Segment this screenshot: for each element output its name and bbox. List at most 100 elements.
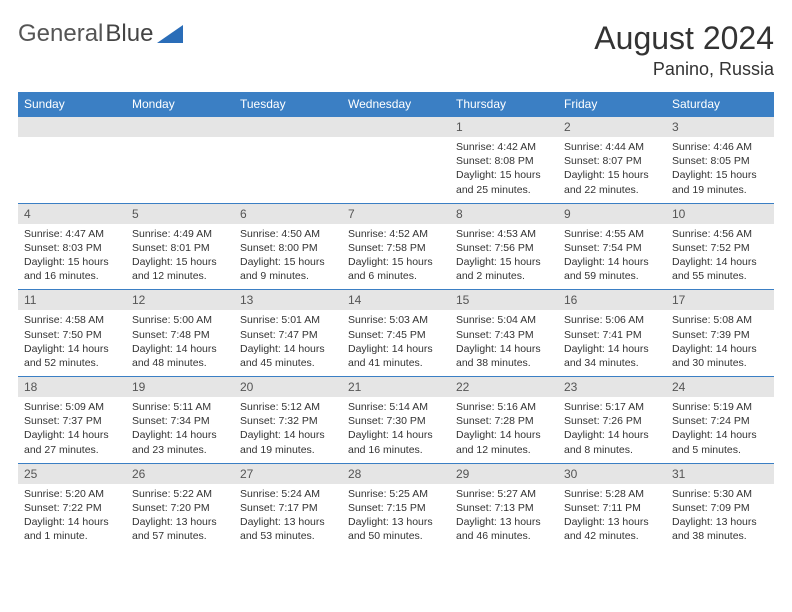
day-details: Sunrise: 4:49 AMSunset: 8:01 PMDaylight:… xyxy=(126,224,234,290)
weekday-header-row: SundayMondayTuesdayWednesdayThursdayFrid… xyxy=(18,92,774,116)
day-cell: 8Sunrise: 4:53 AMSunset: 7:56 PMDaylight… xyxy=(450,204,558,290)
day-number: 17 xyxy=(666,290,774,310)
day-number: 3 xyxy=(666,117,774,137)
sunset-text: Sunset: 8:00 PM xyxy=(240,241,336,255)
day-number: 23 xyxy=(558,377,666,397)
week-row: 18Sunrise: 5:09 AMSunset: 7:37 PMDayligh… xyxy=(18,376,774,463)
sunset-text: Sunset: 7:17 PM xyxy=(240,501,336,515)
sunset-text: Sunset: 8:01 PM xyxy=(132,241,228,255)
day-number xyxy=(234,117,342,137)
daylight-text: Daylight: 14 hours and 23 minutes. xyxy=(132,428,228,456)
day-cell: 18Sunrise: 5:09 AMSunset: 7:37 PMDayligh… xyxy=(18,377,126,463)
day-details: Sunrise: 5:01 AMSunset: 7:47 PMDaylight:… xyxy=(234,310,342,376)
day-number: 30 xyxy=(558,464,666,484)
sunset-text: Sunset: 7:52 PM xyxy=(672,241,768,255)
day-number: 29 xyxy=(450,464,558,484)
day-details: Sunrise: 4:46 AMSunset: 8:05 PMDaylight:… xyxy=(666,137,774,203)
sunset-text: Sunset: 7:09 PM xyxy=(672,501,768,515)
day-cell: 21Sunrise: 5:14 AMSunset: 7:30 PMDayligh… xyxy=(342,377,450,463)
daylight-text: Daylight: 14 hours and 48 minutes. xyxy=(132,342,228,370)
day-details: Sunrise: 5:04 AMSunset: 7:43 PMDaylight:… xyxy=(450,310,558,376)
sunrise-text: Sunrise: 5:00 AM xyxy=(132,313,228,327)
sunrise-text: Sunrise: 5:06 AM xyxy=(564,313,660,327)
sunset-text: Sunset: 7:37 PM xyxy=(24,414,120,428)
day-cell: 17Sunrise: 5:08 AMSunset: 7:39 PMDayligh… xyxy=(666,290,774,376)
day-cell: 13Sunrise: 5:01 AMSunset: 7:47 PMDayligh… xyxy=(234,290,342,376)
sunrise-text: Sunrise: 5:22 AM xyxy=(132,487,228,501)
daylight-text: Daylight: 14 hours and 41 minutes. xyxy=(348,342,444,370)
day-details: Sunrise: 4:55 AMSunset: 7:54 PMDaylight:… xyxy=(558,224,666,290)
daylight-text: Daylight: 13 hours and 46 minutes. xyxy=(456,515,552,543)
weekday-header: Wednesday xyxy=(342,92,450,116)
sunrise-text: Sunrise: 4:55 AM xyxy=(564,227,660,241)
day-cell: 30Sunrise: 5:28 AMSunset: 7:11 PMDayligh… xyxy=(558,464,666,550)
day-details: Sunrise: 4:52 AMSunset: 7:58 PMDaylight:… xyxy=(342,224,450,290)
page: GeneralBlue August 2024 Panino, Russia S… xyxy=(0,0,792,569)
sunrise-text: Sunrise: 4:42 AM xyxy=(456,140,552,154)
sunrise-text: Sunrise: 4:50 AM xyxy=(240,227,336,241)
day-number: 15 xyxy=(450,290,558,310)
day-cell: 22Sunrise: 5:16 AMSunset: 7:28 PMDayligh… xyxy=(450,377,558,463)
sunrise-text: Sunrise: 5:11 AM xyxy=(132,400,228,414)
day-details: Sunrise: 4:42 AMSunset: 8:08 PMDaylight:… xyxy=(450,137,558,203)
day-cell: 11Sunrise: 4:58 AMSunset: 7:50 PMDayligh… xyxy=(18,290,126,376)
sunrise-text: Sunrise: 5:03 AM xyxy=(348,313,444,327)
daylight-text: Daylight: 15 hours and 22 minutes. xyxy=(564,168,660,196)
sunset-text: Sunset: 7:47 PM xyxy=(240,328,336,342)
week-row: 4Sunrise: 4:47 AMSunset: 8:03 PMDaylight… xyxy=(18,203,774,290)
day-number: 4 xyxy=(18,204,126,224)
sunset-text: Sunset: 7:48 PM xyxy=(132,328,228,342)
daylight-text: Daylight: 13 hours and 57 minutes. xyxy=(132,515,228,543)
sunset-text: Sunset: 7:13 PM xyxy=(456,501,552,515)
day-number: 16 xyxy=(558,290,666,310)
sunrise-text: Sunrise: 4:52 AM xyxy=(348,227,444,241)
day-details: Sunrise: 5:12 AMSunset: 7:32 PMDaylight:… xyxy=(234,397,342,463)
sunset-text: Sunset: 7:56 PM xyxy=(456,241,552,255)
day-details: Sunrise: 4:44 AMSunset: 8:07 PMDaylight:… xyxy=(558,137,666,203)
daylight-text: Daylight: 13 hours and 42 minutes. xyxy=(564,515,660,543)
day-number: 20 xyxy=(234,377,342,397)
brand-name-1: General xyxy=(18,20,103,48)
daylight-text: Daylight: 14 hours and 34 minutes. xyxy=(564,342,660,370)
day-cell xyxy=(126,117,234,203)
day-details: Sunrise: 5:20 AMSunset: 7:22 PMDaylight:… xyxy=(18,484,126,550)
day-details: Sunrise: 5:06 AMSunset: 7:41 PMDaylight:… xyxy=(558,310,666,376)
sunset-text: Sunset: 7:15 PM xyxy=(348,501,444,515)
day-number: 14 xyxy=(342,290,450,310)
day-details: Sunrise: 4:58 AMSunset: 7:50 PMDaylight:… xyxy=(18,310,126,376)
day-number: 6 xyxy=(234,204,342,224)
day-number: 8 xyxy=(450,204,558,224)
day-cell: 25Sunrise: 5:20 AMSunset: 7:22 PMDayligh… xyxy=(18,464,126,550)
sunset-text: Sunset: 7:28 PM xyxy=(456,414,552,428)
day-cell: 26Sunrise: 5:22 AMSunset: 7:20 PMDayligh… xyxy=(126,464,234,550)
week-row: 25Sunrise: 5:20 AMSunset: 7:22 PMDayligh… xyxy=(18,463,774,550)
day-details: Sunrise: 5:14 AMSunset: 7:30 PMDaylight:… xyxy=(342,397,450,463)
day-cell: 15Sunrise: 5:04 AMSunset: 7:43 PMDayligh… xyxy=(450,290,558,376)
weekday-header: Tuesday xyxy=(234,92,342,116)
day-number xyxy=(342,117,450,137)
daylight-text: Daylight: 14 hours and 12 minutes. xyxy=(456,428,552,456)
day-details: Sunrise: 5:30 AMSunset: 7:09 PMDaylight:… xyxy=(666,484,774,550)
day-number: 9 xyxy=(558,204,666,224)
location: Panino, Russia xyxy=(594,59,774,80)
brand-name-2: Blue xyxy=(105,20,153,48)
day-details: Sunrise: 5:00 AMSunset: 7:48 PMDaylight:… xyxy=(126,310,234,376)
day-number xyxy=(126,117,234,137)
day-number: 12 xyxy=(126,290,234,310)
logo-triangle-icon xyxy=(157,25,183,43)
daylight-text: Daylight: 14 hours and 55 minutes. xyxy=(672,255,768,283)
day-cell xyxy=(234,117,342,203)
sunset-text: Sunset: 8:03 PM xyxy=(24,241,120,255)
day-details: Sunrise: 5:25 AMSunset: 7:15 PMDaylight:… xyxy=(342,484,450,550)
day-number: 13 xyxy=(234,290,342,310)
week-row: 1Sunrise: 4:42 AMSunset: 8:08 PMDaylight… xyxy=(18,116,774,203)
day-cell: 4Sunrise: 4:47 AMSunset: 8:03 PMDaylight… xyxy=(18,204,126,290)
day-details: Sunrise: 5:22 AMSunset: 7:20 PMDaylight:… xyxy=(126,484,234,550)
day-cell: 28Sunrise: 5:25 AMSunset: 7:15 PMDayligh… xyxy=(342,464,450,550)
week-row: 11Sunrise: 4:58 AMSunset: 7:50 PMDayligh… xyxy=(18,289,774,376)
day-details: Sunrise: 5:28 AMSunset: 7:11 PMDaylight:… xyxy=(558,484,666,550)
daylight-text: Daylight: 14 hours and 59 minutes. xyxy=(564,255,660,283)
day-cell: 2Sunrise: 4:44 AMSunset: 8:07 PMDaylight… xyxy=(558,117,666,203)
sunrise-text: Sunrise: 5:08 AM xyxy=(672,313,768,327)
sunset-text: Sunset: 7:41 PM xyxy=(564,328,660,342)
